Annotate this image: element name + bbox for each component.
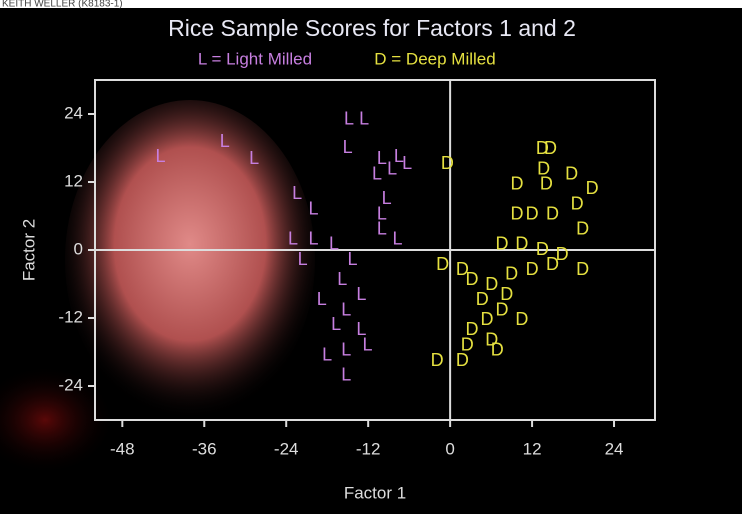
point: D xyxy=(540,174,553,194)
point: D xyxy=(576,218,589,238)
point: L xyxy=(331,314,341,334)
point: L xyxy=(288,229,298,249)
point: D xyxy=(431,350,444,370)
point: D xyxy=(515,309,528,329)
point: L xyxy=(309,199,319,219)
point: L xyxy=(317,289,327,309)
point: L xyxy=(344,108,354,128)
point: L xyxy=(356,284,366,304)
y-tick-label: -24 xyxy=(58,375,83,394)
point: L xyxy=(377,204,387,224)
point: D xyxy=(546,204,559,224)
point: D xyxy=(496,234,509,254)
legend-entry: D = Deep Milled xyxy=(374,49,495,68)
point: D xyxy=(571,193,584,213)
point: L xyxy=(298,249,308,269)
y-axis-label: Factor 2 xyxy=(19,219,38,281)
point: L xyxy=(292,183,302,203)
point: L xyxy=(372,163,382,183)
point: D xyxy=(565,163,578,183)
point: L xyxy=(249,148,259,168)
point: L xyxy=(220,131,230,151)
point: D xyxy=(505,264,518,284)
face-overlay xyxy=(65,100,315,420)
point: D xyxy=(511,174,524,194)
x-tick-label: -48 xyxy=(110,439,135,458)
point: D xyxy=(441,153,454,173)
point: L xyxy=(329,234,339,254)
point: L xyxy=(343,137,353,157)
point: D xyxy=(526,259,539,279)
credit: KEITH WELLER (K8183-1) xyxy=(2,0,123,10)
point: D xyxy=(546,254,559,274)
point: L xyxy=(362,335,372,355)
point: L xyxy=(387,158,397,178)
y-tick-label: -12 xyxy=(58,307,83,326)
x-tick-label: -24 xyxy=(274,439,299,458)
point: D xyxy=(515,234,528,254)
point: D xyxy=(481,309,494,329)
point: L xyxy=(322,345,332,365)
y-tick-label: 24 xyxy=(64,103,83,122)
point: D xyxy=(436,254,449,274)
point: L xyxy=(341,365,351,385)
x-tick-label: 0 xyxy=(445,439,454,458)
point: D xyxy=(544,138,557,158)
x-tick-label: -12 xyxy=(356,439,381,458)
point: L xyxy=(359,108,369,128)
point: D xyxy=(526,204,539,224)
legend-entry: L = Light Milled xyxy=(198,49,312,68)
point: L xyxy=(402,153,412,173)
point: L xyxy=(309,229,319,249)
x-tick-label: -36 xyxy=(192,439,217,458)
x-tick-label: 24 xyxy=(605,439,624,458)
chart-title: Rice Sample Scores for Factors 1 and 2 xyxy=(168,15,576,41)
chart: KEITH WELLER (K8183-1) Rice Sample Score… xyxy=(0,0,742,514)
point: D xyxy=(511,204,524,224)
point: L xyxy=(393,229,403,249)
point: D xyxy=(476,289,489,309)
point: L xyxy=(347,249,357,269)
x-axis-label: Factor 1 xyxy=(344,483,406,502)
point: L xyxy=(341,340,351,360)
x-tick-label: 12 xyxy=(523,439,542,458)
point: L xyxy=(337,269,347,289)
point: D xyxy=(456,350,469,370)
y-tick-label: 12 xyxy=(64,171,83,190)
point: L xyxy=(341,299,351,319)
point: L xyxy=(156,146,166,166)
point: D xyxy=(491,340,504,360)
point: D xyxy=(465,269,478,289)
y-tick-label: 0 xyxy=(74,239,83,258)
point: D xyxy=(576,259,589,279)
point: D xyxy=(586,178,599,198)
point: D xyxy=(500,284,513,304)
